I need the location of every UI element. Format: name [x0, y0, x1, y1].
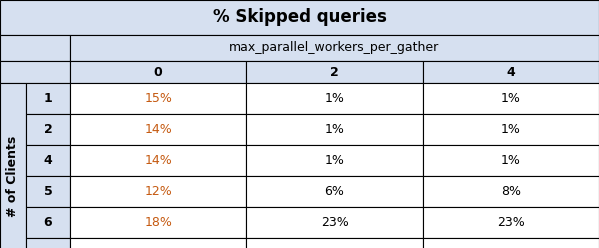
Bar — [246, 145, 423, 176]
Bar — [70, 83, 246, 114]
Bar — [0, 61, 70, 83]
Bar — [70, 145, 246, 176]
Bar — [26, 176, 70, 207]
Bar — [70, 207, 246, 238]
Bar — [246, 83, 423, 114]
Text: % Skipped queries: % Skipped queries — [213, 8, 386, 27]
Bar — [423, 207, 599, 238]
Text: 6: 6 — [44, 216, 52, 229]
Bar — [246, 207, 423, 238]
Text: 1%: 1% — [325, 154, 344, 167]
Bar — [26, 207, 70, 238]
Bar — [423, 83, 599, 114]
Bar — [423, 61, 599, 83]
Text: 1: 1 — [44, 92, 52, 105]
Bar — [0, 83, 26, 248]
Bar — [70, 61, 246, 83]
Text: 12%: 12% — [144, 185, 172, 198]
Text: 23%: 23% — [497, 216, 525, 229]
Text: 14%: 14% — [144, 154, 172, 167]
Text: 8: 8 — [44, 247, 52, 248]
Text: # of Clients: # of Clients — [7, 135, 20, 217]
Bar — [70, 176, 246, 207]
Text: 14%: 14% — [144, 123, 172, 136]
Bar — [26, 114, 70, 145]
Text: 5: 5 — [44, 185, 52, 198]
Bar — [70, 114, 246, 145]
Text: 15%: 15% — [144, 92, 172, 105]
Bar — [0, 0, 599, 35]
Bar — [246, 114, 423, 145]
Bar — [26, 145, 70, 176]
Bar — [70, 35, 599, 61]
Text: 1%: 1% — [501, 154, 521, 167]
Text: 2: 2 — [330, 65, 339, 79]
Bar — [423, 145, 599, 176]
Text: 8%: 8% — [501, 185, 521, 198]
Bar — [246, 238, 423, 248]
Bar — [246, 176, 423, 207]
Text: 1%: 1% — [325, 92, 344, 105]
Text: 23%: 23% — [320, 216, 349, 229]
Text: 4: 4 — [44, 154, 52, 167]
Text: 1%: 1% — [501, 92, 521, 105]
Bar — [70, 238, 246, 248]
Text: max_parallel_workers_per_gather: max_parallel_workers_per_gather — [229, 41, 440, 55]
Text: 0: 0 — [154, 65, 162, 79]
Text: 1%: 1% — [501, 123, 521, 136]
Bar — [423, 238, 599, 248]
Bar — [26, 238, 70, 248]
Text: 36%: 36% — [144, 247, 172, 248]
Text: 6%: 6% — [325, 185, 344, 198]
Bar — [246, 61, 423, 83]
Text: 39%: 39% — [497, 247, 525, 248]
Text: 1%: 1% — [325, 123, 344, 136]
Bar — [0, 35, 70, 61]
Bar — [423, 114, 599, 145]
Text: 37%: 37% — [320, 247, 349, 248]
Text: 2: 2 — [44, 123, 52, 136]
Bar — [423, 176, 599, 207]
Bar — [26, 83, 70, 114]
Text: 4: 4 — [507, 65, 515, 79]
Text: 18%: 18% — [144, 216, 172, 229]
